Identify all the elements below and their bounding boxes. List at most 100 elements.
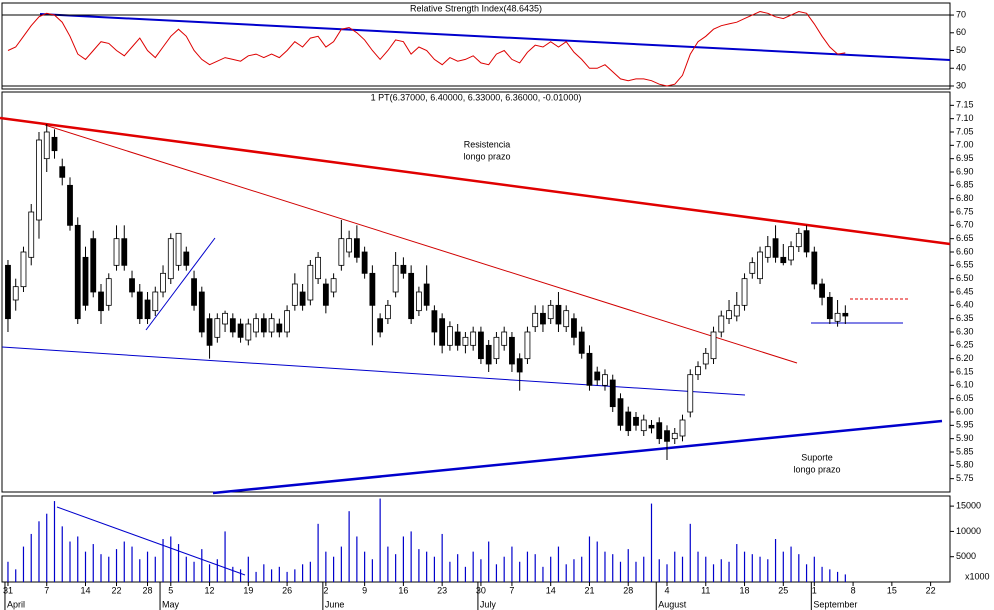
candle-body <box>625 411 632 432</box>
candle-body <box>361 251 368 274</box>
y-tick-label: 5.75 <box>956 473 974 483</box>
y-tick-label: 7.00 <box>956 140 974 150</box>
candle-body <box>826 296 833 320</box>
x-tick-label: 19 <box>243 585 253 595</box>
y-tick-label: 5000 <box>956 551 976 561</box>
candle-body <box>578 331 585 354</box>
month-label: June <box>325 599 345 609</box>
y-tick-label: 6.70 <box>956 220 974 230</box>
candle-body <box>175 232 182 266</box>
candle-body <box>322 283 329 306</box>
candle-body <box>284 310 290 333</box>
candle-body <box>315 256 322 280</box>
candle-body <box>439 318 446 346</box>
candle-body <box>803 230 810 253</box>
rsi-trendline <box>39 13 951 61</box>
y-tick-label: 6.45 <box>956 286 974 296</box>
y-tick-label: 60 <box>956 27 966 37</box>
candle-body <box>237 323 244 338</box>
candle-body <box>129 278 135 293</box>
candle-body <box>648 424 655 429</box>
candle-body <box>764 246 771 258</box>
y-tick-label: 5.90 <box>956 433 974 443</box>
candle-body <box>726 310 732 320</box>
y-tick-label: 6.05 <box>956 393 974 403</box>
candle-body <box>811 251 818 285</box>
x-tick-label: 11 <box>701 585 710 595</box>
candle-body <box>338 238 345 266</box>
candle-body <box>540 312 546 325</box>
candle-body <box>524 331 531 360</box>
candle-body <box>470 331 477 346</box>
x-tick-label: 5 <box>168 585 173 595</box>
candle-body <box>640 419 647 432</box>
annotation: Resistencia <box>464 139 511 149</box>
x-tick-label: 28 <box>623 585 633 595</box>
candle-body <box>788 246 794 261</box>
candle-body <box>842 312 849 317</box>
candle-body <box>400 264 407 274</box>
candle-body <box>563 310 570 328</box>
trendline <box>145 237 216 331</box>
trendline <box>44 124 798 364</box>
support-line <box>212 419 943 495</box>
y-tick-label: 70 <box>956 9 966 19</box>
x-tick-label: 4 <box>664 585 669 595</box>
candle-body <box>733 304 740 317</box>
y-tick-label: 40 <box>956 63 966 73</box>
candle-body <box>780 256 787 264</box>
y-tick-label: 6.95 <box>956 153 974 163</box>
candle-body <box>478 331 484 360</box>
y-tick-label: 50 <box>956 45 966 55</box>
y-tick-label: 7.05 <box>956 126 974 136</box>
candle-body <box>268 318 275 333</box>
x-tick-label: 14 <box>546 585 556 595</box>
y-tick-label: 6.25 <box>956 340 974 350</box>
candle-body <box>509 336 515 365</box>
candle-body <box>547 304 554 320</box>
x-tick-label: 14 <box>80 585 90 595</box>
candle-body <box>718 315 725 333</box>
y-tick-label: 6.35 <box>956 313 974 323</box>
y-tick-label: 6.80 <box>956 193 974 203</box>
y-tick-label: 6.10 <box>956 380 974 390</box>
x-tick-label: 31 <box>3 585 13 595</box>
candle-body <box>532 312 539 328</box>
candle-body <box>423 283 430 306</box>
x-tick-label: 9 <box>362 585 367 595</box>
annotation: Suporte <box>801 452 833 462</box>
candle-body <box>12 286 19 301</box>
candle-body <box>819 283 825 298</box>
candle-body <box>772 238 779 258</box>
candle-body <box>191 278 197 306</box>
candle-body <box>408 272 415 320</box>
candle-body <box>679 419 686 437</box>
candle-body <box>602 374 608 386</box>
candle-body <box>346 238 353 253</box>
candle-body <box>795 232 802 248</box>
y-tick-label: 6.40 <box>956 300 974 310</box>
candle-body <box>229 318 236 333</box>
candle-body <box>695 366 701 376</box>
y-tick-label: 15000 <box>956 500 981 510</box>
candle-body <box>447 326 453 346</box>
y-tick-label: 10000 <box>956 526 981 536</box>
y-tick-label: 5.85 <box>956 446 974 456</box>
candle-body <box>757 251 763 280</box>
candle-body <box>28 211 35 258</box>
y-tick-label: 6.30 <box>956 326 974 336</box>
candle-body <box>136 291 143 320</box>
candle-body <box>36 139 42 221</box>
candle-body <box>51 136 58 152</box>
candle-body <box>586 352 593 386</box>
candle-body <box>633 416 639 426</box>
candle-body <box>214 318 221 338</box>
candle-body <box>454 331 461 346</box>
month-label: May <box>162 599 180 609</box>
candle-body <box>59 166 66 178</box>
candle-body <box>571 318 577 338</box>
x-tick-label: 1 <box>812 585 817 595</box>
x-tick-label: 12 <box>205 585 215 595</box>
x-tick-label: 2 <box>323 585 328 595</box>
candle-body <box>245 323 252 341</box>
